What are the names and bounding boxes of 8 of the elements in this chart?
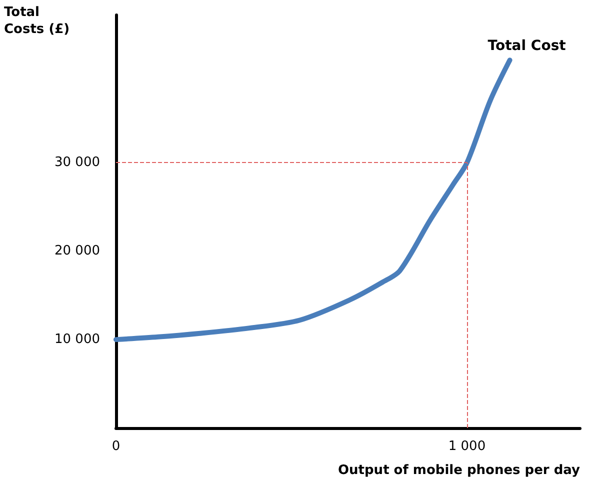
x-axis-title: Output of mobile phones per day [338, 463, 581, 478]
x-tick-label: 0 [112, 439, 120, 454]
y-tick-label: 30 000 [54, 155, 100, 170]
y-axis-title: Total Costs (£) [4, 5, 70, 37]
y-tick-label: 20 000 [54, 244, 100, 259]
y-tick-label: 10 000 [54, 332, 100, 348]
x-tick-label: 1 000 [448, 439, 486, 454]
series-label: Total Cost [488, 38, 566, 54]
